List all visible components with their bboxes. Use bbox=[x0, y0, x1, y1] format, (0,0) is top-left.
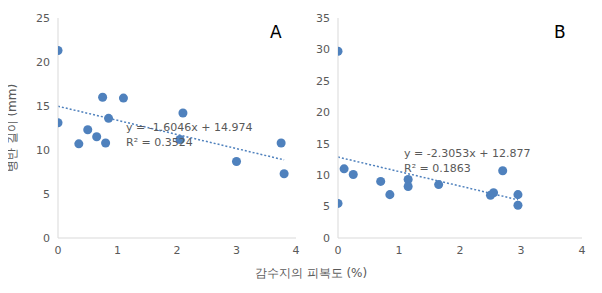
html-text:R² = 0.3524: R² = 0.3524 bbox=[126, 136, 193, 149]
svg-text:5: 5 bbox=[43, 188, 50, 201]
svg-text:0: 0 bbox=[335, 244, 342, 257]
html-text:A: A bbox=[270, 22, 282, 42]
svg-text:5: 5 bbox=[323, 200, 330, 213]
svg-text:2: 2 bbox=[457, 244, 464, 257]
svg-text:2: 2 bbox=[174, 244, 181, 257]
svg-text:20: 20 bbox=[316, 106, 330, 119]
svg-text:25: 25 bbox=[316, 75, 330, 88]
html-text:y = -2.3053x + 12.877: y = -2.3053x + 12.877 bbox=[404, 147, 531, 160]
svg-text:0: 0 bbox=[55, 244, 62, 257]
svg-text:4: 4 bbox=[293, 244, 300, 257]
svg-text:병반 길이 (mm): 병반 길이 (mm) bbox=[8, 84, 19, 172]
svg-text:10: 10 bbox=[36, 144, 50, 157]
svg-text:15: 15 bbox=[316, 138, 330, 151]
svg-text:1: 1 bbox=[396, 244, 403, 257]
html-text:R² = 0.1863: R² = 0.1863 bbox=[404, 162, 471, 175]
html-text:B: B bbox=[554, 22, 566, 42]
svg-text:20: 20 bbox=[36, 56, 50, 69]
svg-text:0: 0 bbox=[43, 232, 50, 245]
svg-text:3: 3 bbox=[233, 244, 240, 257]
svg-text:0: 0 bbox=[323, 232, 330, 245]
svg-text:15: 15 bbox=[36, 100, 50, 113]
html-text:y = -1.6046x + 14.974: y = -1.6046x + 14.974 bbox=[126, 121, 253, 134]
html-text:감수지의 피복도 (%): 감수지의 피복도 (%) bbox=[254, 266, 368, 280]
svg-text:1: 1 bbox=[114, 244, 121, 257]
svg-text:10: 10 bbox=[316, 169, 330, 182]
svg-text:35: 35 bbox=[316, 12, 330, 25]
svg-text:4: 4 bbox=[579, 244, 586, 257]
svg-text:3: 3 bbox=[518, 244, 525, 257]
svg-text:25: 25 bbox=[36, 12, 50, 25]
svg-text:30: 30 bbox=[316, 43, 330, 56]
